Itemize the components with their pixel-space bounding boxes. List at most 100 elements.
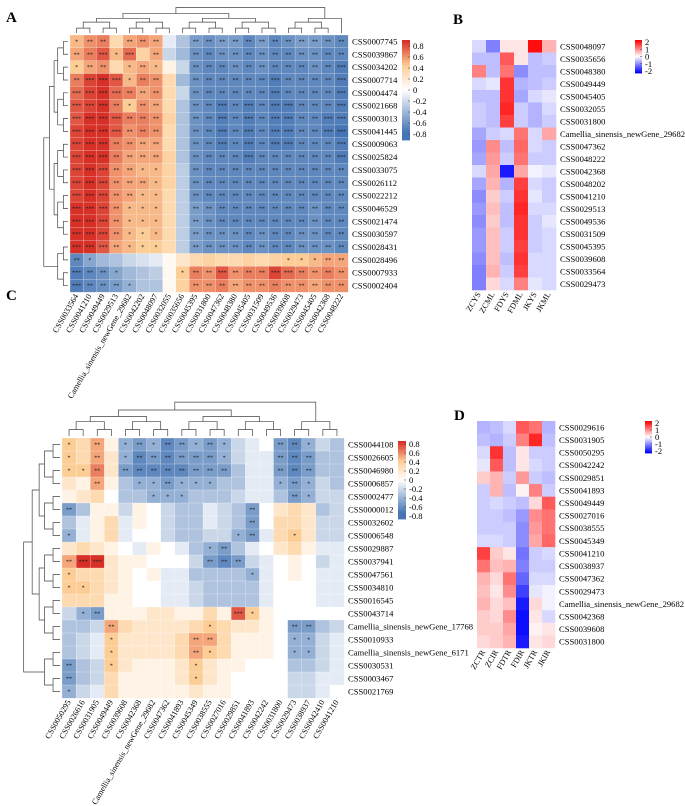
legend-tick: 0.4: [409, 457, 420, 467]
heatmap-cell: [104, 567, 119, 582]
heatmap-cell: [259, 593, 274, 608]
heatmap-cell: [490, 446, 504, 460]
heatmap-cell: [61, 515, 77, 530]
significance-mark: **: [113, 104, 119, 110]
heatmap-cell: [503, 433, 517, 447]
significance-mark: **: [299, 65, 305, 71]
heatmap-cell: [259, 658, 274, 673]
significance-mark: **: [151, 469, 157, 475]
heatmap-cell: [61, 645, 77, 660]
heatmap-cell: [245, 489, 260, 504]
significance-mark: ***: [218, 104, 227, 110]
significance-mark: ***: [72, 117, 81, 123]
significance-mark: **: [285, 65, 291, 71]
row-label: CSS0004474: [352, 88, 398, 98]
heatmap-cell: [514, 240, 529, 253]
heatmap-cell: [160, 593, 176, 608]
heatmap-cell: [162, 279, 177, 293]
legend-swatch: [645, 429, 652, 431]
legend-tick: 0.8: [409, 439, 420, 449]
significance-mark: **: [87, 271, 93, 277]
heatmap-cell: [529, 547, 543, 561]
heatmap-cell: [486, 190, 501, 203]
significance-mark: *: [128, 65, 131, 71]
heatmap-cell: [96, 253, 111, 267]
heatmap-cell: [516, 521, 530, 535]
significance-mark: ***: [85, 245, 94, 251]
significance-mark: ***: [85, 219, 94, 225]
significance-mark: **: [206, 104, 212, 110]
heatmap-cell: [301, 528, 317, 543]
heatmap-cell: [259, 437, 274, 452]
heatmap-cell: [162, 47, 177, 62]
row-label: CSS0032055: [560, 104, 605, 114]
significance-mark: *: [293, 534, 296, 540]
heatmap-cell: [528, 152, 543, 166]
significance-mark: **: [292, 495, 298, 501]
row-dendrogram: [23, 444, 60, 692]
panel-label-c: C: [6, 288, 17, 304]
heatmap-cell: [477, 559, 491, 573]
heatmap-cell: [162, 201, 177, 216]
heatmap-cell: [287, 606, 303, 621]
significance-mark: ***: [244, 129, 253, 135]
significance-mark: ***: [218, 271, 227, 277]
significance-mark: **: [299, 194, 305, 200]
significance-mark: **: [285, 194, 291, 200]
significance-mark: **: [140, 181, 146, 187]
legend-swatch: [402, 125, 410, 128]
legend-swatch: [645, 448, 652, 450]
heatmap-cell: [472, 215, 487, 228]
heatmap-cell: [231, 658, 246, 673]
heatmap-cell: [146, 528, 162, 543]
legend-swatch: [402, 65, 410, 68]
significance-mark: **: [259, 271, 265, 277]
significance-mark: **: [299, 142, 305, 148]
heatmap-cell: [500, 177, 515, 191]
row-label: CSS0007745: [352, 36, 397, 46]
legend-swatch: [635, 52, 642, 54]
significance-mark: **: [193, 638, 199, 644]
heatmap-cell: [514, 115, 529, 128]
heatmap-cell: [216, 515, 232, 530]
significance-mark: ***: [79, 560, 88, 566]
heatmap-cell: [528, 202, 543, 216]
heatmap-cell: [273, 684, 289, 699]
significance-mark: **: [259, 168, 265, 174]
significance-mark: *: [307, 651, 310, 657]
legend-swatch: [398, 485, 406, 489]
significance-mark: **: [66, 664, 72, 670]
heatmap-cell: [273, 593, 289, 608]
row-label: CSS0037941: [348, 557, 393, 567]
heatmap-cell: [160, 528, 176, 543]
row-label: CSS0003013: [352, 114, 397, 124]
heatmap-cell: [301, 684, 317, 699]
significance-mark: **: [325, 194, 331, 200]
significance-mark: **: [219, 65, 225, 71]
heatmap-cell: [503, 509, 517, 523]
heatmap-cell: [174, 567, 190, 582]
heatmap-cell: [104, 593, 119, 608]
heatmap-cell: [273, 489, 289, 504]
heatmap-cell: [500, 202, 515, 216]
heatmap-cell: [160, 645, 176, 660]
legend-swatch: [402, 70, 410, 73]
heatmap-cell: [61, 632, 77, 647]
row-label: CSS0021769: [348, 687, 393, 697]
legend-tick: -1: [655, 439, 662, 449]
heatmap-cell: [542, 597, 556, 611]
significance-mark: *: [75, 39, 78, 45]
heatmap-cell: [149, 266, 164, 280]
heatmap-cell: [90, 671, 105, 686]
significance-mark: **: [285, 155, 291, 161]
significance-mark: **: [232, 206, 238, 212]
significance-mark: **: [246, 245, 252, 251]
heatmap-cell: [486, 165, 501, 178]
significance-mark: **: [113, 206, 119, 212]
significance-mark: **: [246, 78, 252, 84]
heatmap-cell: [529, 559, 543, 573]
heatmap-cells: ****************************************…: [61, 437, 345, 699]
heatmap-cell: [104, 502, 119, 517]
significance-mark: *: [68, 456, 71, 462]
heatmap-cell: [90, 567, 105, 582]
